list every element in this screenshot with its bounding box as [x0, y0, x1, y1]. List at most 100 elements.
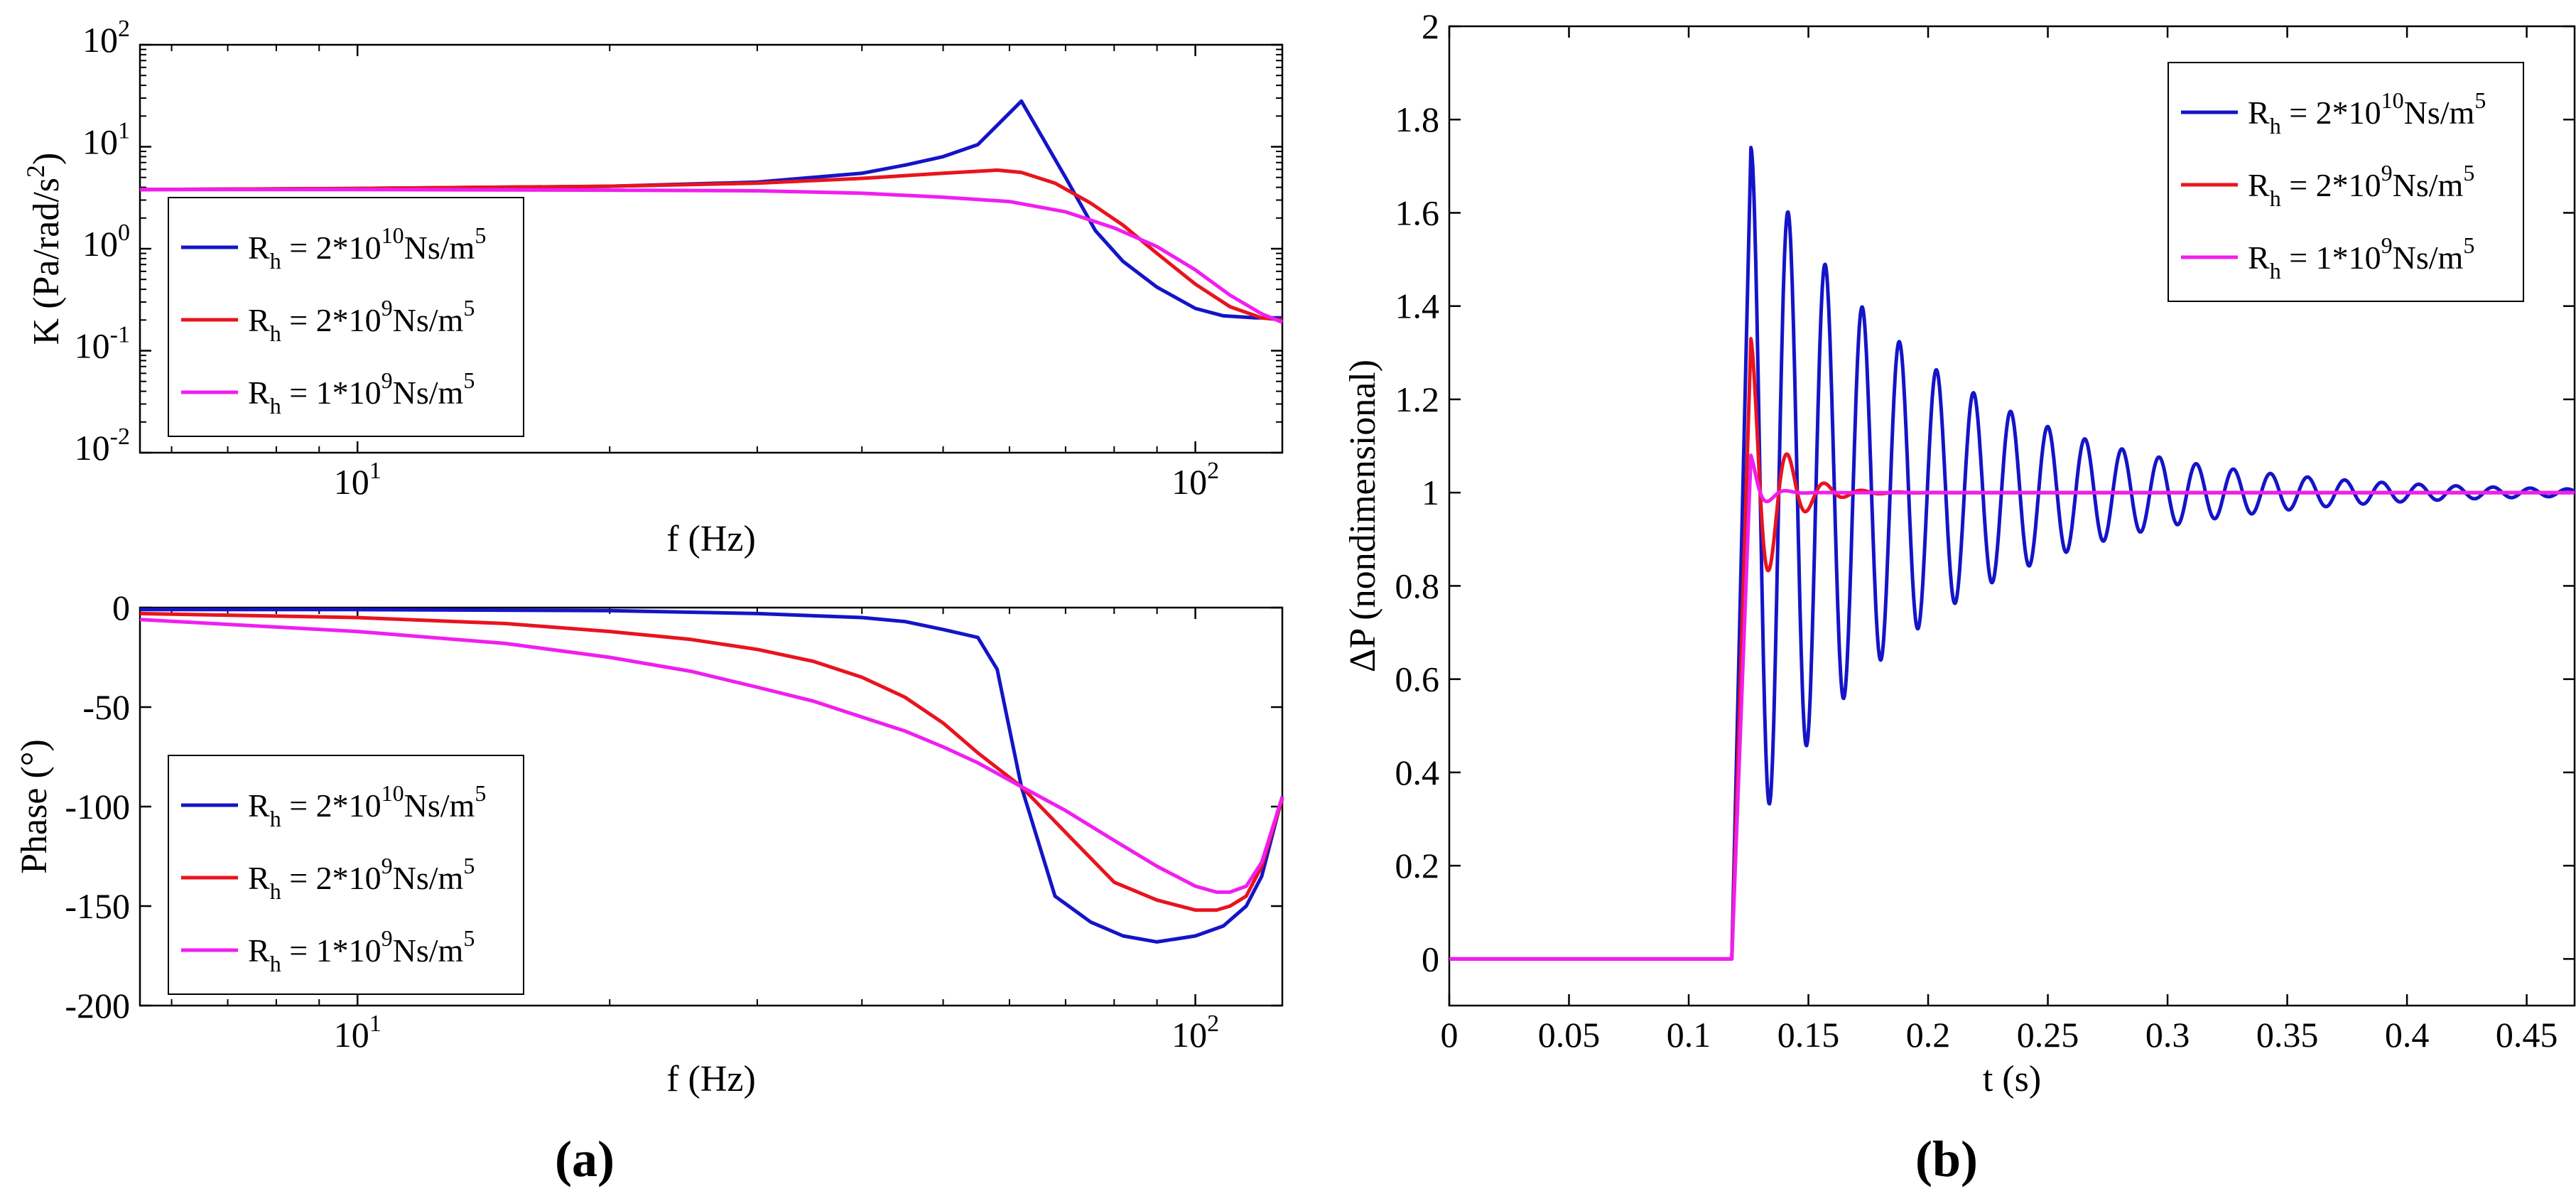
legend-label-2: Rh = 1*109Ns/m5 [248, 367, 475, 419]
legend-coef: = 2*10 [281, 860, 381, 896]
xtick-label: 0.2 [1906, 1015, 1951, 1055]
magnitude-ylabel-exp: 2 [21, 165, 50, 178]
legend-rh_symbol: R [2248, 95, 2270, 131]
legend-label-0: Rh = 2*1010Ns/m5 [248, 780, 486, 831]
xtick-label-exp: 1 [369, 458, 381, 484]
step-response-plot: 0 0.05 0.1 0.15 0.2 0.25 0.3 0.35 0.4 0.4500.20.4… [1343, 6, 2576, 1099]
ytick-label: 10-1 [75, 322, 130, 366]
legend-coef: = 2*10 [2281, 95, 2381, 131]
step-xlabel: t (s) [1983, 1059, 2041, 1099]
legend-rh_sub: h [2270, 185, 2281, 211]
series-line-1 [139, 611, 1284, 912]
legend-label-0: Rh = 2*1010Ns/m5 [2248, 87, 2486, 139]
ytick-label: 1.4 [1395, 286, 1440, 326]
ytick-label: 0.4 [1395, 753, 1440, 792]
legend-label-2: Rh = 1*109Ns/m5 [248, 925, 475, 976]
legend-coef: = 1*10 [281, 932, 381, 969]
ytick-label-exp: 1 [118, 118, 130, 144]
ytick-label: 1.8 [1395, 99, 1440, 139]
xtick-label: 102 [1171, 1011, 1219, 1055]
series-line-1 [139, 168, 1283, 322]
legend-rh_symbol: R [248, 860, 270, 896]
phase-xlabel: f (Hz) [666, 1059, 756, 1099]
series-line-2 [139, 618, 1284, 894]
legend-units: Ns/m [404, 230, 475, 266]
legend-units-exp: 5 [475, 222, 486, 248]
xtick-label-exp: 1 [369, 1011, 381, 1037]
ytick-label: 0 [1422, 939, 1439, 979]
xtick-label: 0.45 [2496, 1015, 2558, 1055]
legend-coef: = 2*10 [2281, 167, 2381, 203]
legend-box [168, 197, 524, 437]
panel-label-a: (a) [555, 1131, 615, 1187]
xtick-label: 0.35 [2256, 1015, 2319, 1055]
magnitude-ylabel-tail: ) [26, 153, 67, 165]
ytick-label-exp: -2 [110, 424, 130, 450]
magnitude-xlabel: f (Hz) [666, 519, 756, 559]
ytick-label-exp: -1 [110, 322, 130, 348]
legend-exp: 9 [2381, 232, 2393, 258]
legend-rh_symbol: R [248, 230, 270, 266]
legend-units: Ns/m [393, 302, 464, 338]
ytick-label: -150 [65, 886, 130, 926]
xtick-label: 0.25 [2017, 1015, 2079, 1055]
legend-label-0: Rh = 2*1010Ns/m5 [248, 222, 486, 274]
step-plot-frame [1448, 25, 2576, 1007]
legend-coef: = 2*10 [281, 302, 381, 338]
legend-rh_symbol: R [2248, 239, 2270, 276]
ytick-label: 1 [1422, 473, 1439, 512]
legend-coef: = 2*10 [281, 787, 381, 824]
legend-rh_symbol: R [248, 932, 270, 969]
legend-units: Ns/m [404, 787, 475, 824]
legend-units-exp: 5 [463, 367, 475, 393]
legend-rh_sub: h [270, 806, 281, 831]
legend-units: Ns/m [393, 932, 464, 969]
xtick-label: 0.3 [2145, 1015, 2190, 1055]
legend-units-exp: 5 [463, 925, 475, 951]
ytick-label: 1.2 [1395, 379, 1440, 419]
ytick-label: 0.2 [1395, 846, 1440, 885]
panel-label-a-text: (a) [555, 1131, 615, 1187]
ytick-label-exp: 0 [118, 220, 130, 246]
ytick-label: 101 [82, 118, 130, 162]
legend-box [2168, 62, 2524, 302]
legend-rh_sub: h [270, 951, 281, 976]
legend-units-exp: 5 [463, 295, 475, 321]
ytick-label: 2 [1422, 6, 1439, 46]
legend-exp: 9 [381, 367, 393, 393]
phase-ylabel: Phase (°) [14, 739, 55, 874]
magnitude-ylabel: K (Pa/rad/s2) [21, 153, 67, 345]
legend-exp: 10 [2381, 87, 2404, 113]
legend-rh_symbol: R [248, 302, 270, 338]
series-line-0 [1449, 146, 2576, 961]
legend-units: Ns/m [393, 860, 464, 896]
ytick-label-base: 10 [75, 326, 110, 366]
ytick-label: 102 [82, 16, 130, 60]
ytick-label: 0 [112, 588, 130, 628]
legend-rh_sub: h [270, 878, 281, 904]
ytick-label-base: 10 [82, 20, 118, 60]
xtick-label: 0.1 [1667, 1015, 1711, 1055]
legend-units-exp: 5 [2463, 232, 2474, 258]
legend-coef: = 2*10 [281, 230, 381, 266]
legend-exp: 9 [381, 925, 393, 951]
legend-coef: = 1*10 [281, 375, 381, 411]
ytick-label-base: 10 [75, 428, 110, 468]
legend-rh_sub: h [270, 393, 281, 419]
legend-exp: 9 [381, 295, 393, 321]
ytick-label: -200 [65, 986, 130, 1025]
ytick-label: -100 [65, 787, 130, 826]
ytick-label-base: 10 [82, 224, 118, 264]
xtick-label: 0.4 [2385, 1015, 2430, 1055]
series-line-2 [140, 188, 1283, 324]
ytick-label: 1.6 [1395, 193, 1440, 232]
legend-rh_symbol: R [2248, 167, 2270, 203]
legend-units-exp: 5 [475, 780, 486, 806]
xtick-label-exp: 2 [1207, 458, 1219, 484]
legend-label-1: Rh = 2*109Ns/m5 [2248, 160, 2474, 211]
legend-exp: 10 [381, 780, 404, 806]
xtick-label-exp: 2 [1207, 1011, 1219, 1037]
